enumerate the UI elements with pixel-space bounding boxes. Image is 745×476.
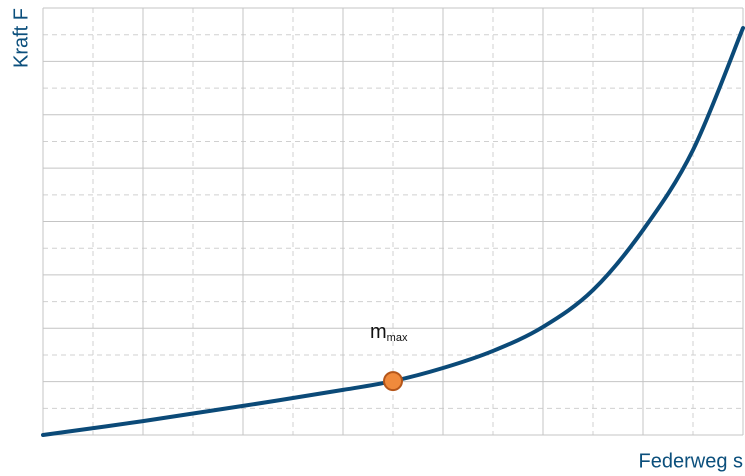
x-axis-label: Federweg s [639,450,744,472]
line-series [41,26,745,437]
highlight-point [383,371,403,392]
y-axis-label: Kraft F [10,8,32,68]
highlight-label-main: m [370,321,387,343]
highlight-label-sub: max [387,332,408,344]
highlight-label: mmax [370,321,408,344]
